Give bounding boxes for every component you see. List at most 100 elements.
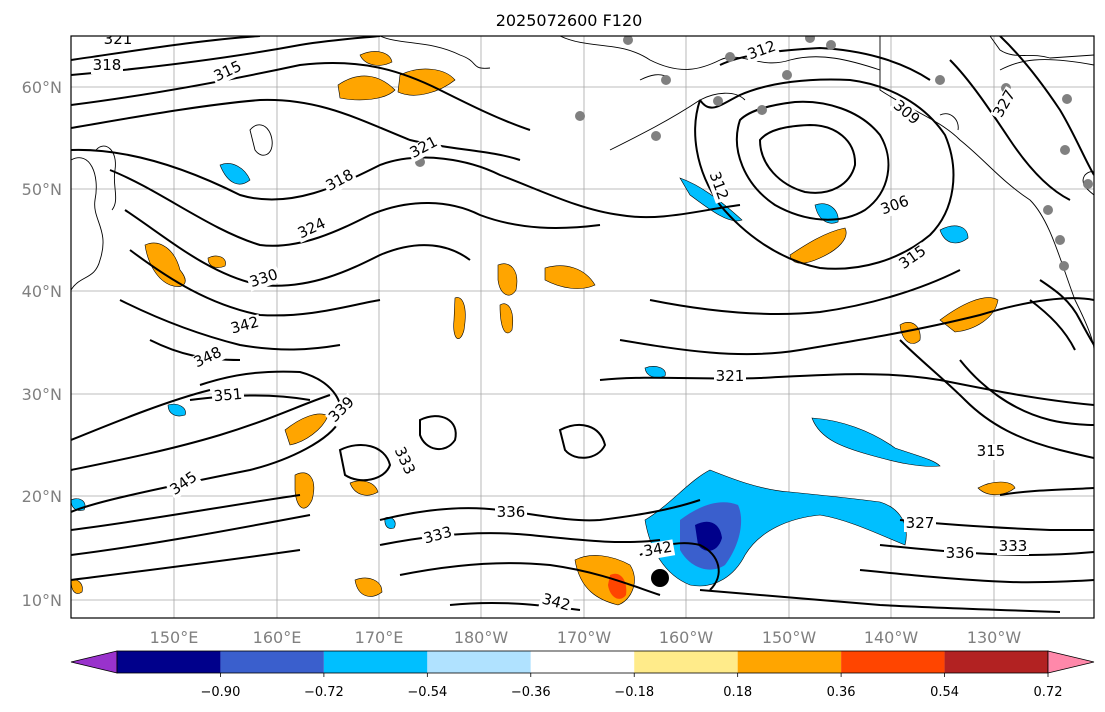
contour-label-bg bbox=[406, 133, 442, 163]
positive-anomaly-region bbox=[939, 297, 999, 333]
contour-label-bg bbox=[246, 266, 282, 292]
contour-label-bg bbox=[975, 444, 1007, 460]
contour-label-bg bbox=[640, 539, 676, 561]
lon-label: 160°W bbox=[659, 628, 714, 647]
negative-anomaly-region bbox=[219, 163, 251, 185]
station-dot bbox=[1060, 145, 1070, 155]
station-dot bbox=[1059, 261, 1069, 271]
contour-label-bg bbox=[102, 36, 134, 48]
positive-anomaly-region bbox=[359, 51, 393, 66]
station-dot bbox=[826, 40, 836, 50]
map-title: 2025072600 F120 bbox=[496, 11, 643, 30]
colorbar-segment bbox=[427, 651, 531, 673]
lon-label: 130°W bbox=[967, 628, 1022, 647]
colorbar-extend-high bbox=[1047, 650, 1095, 674]
contour-label: 336 bbox=[946, 544, 975, 562]
station-dot bbox=[651, 131, 661, 141]
positive-anomaly-region bbox=[499, 303, 513, 334]
contour-label-bg bbox=[227, 314, 263, 338]
positive-anomaly-region bbox=[977, 481, 1016, 496]
colorbar-tick-label: 0.18 bbox=[723, 685, 752, 700]
contour-label-bg bbox=[211, 386, 245, 406]
station-dot bbox=[575, 111, 585, 121]
contour-label: 321 bbox=[716, 367, 745, 385]
colorbar-extend-low bbox=[70, 650, 118, 674]
station-dot bbox=[1055, 235, 1065, 245]
station-dot bbox=[1083, 179, 1093, 189]
colorbar-tick-label: 0.54 bbox=[930, 685, 959, 700]
very-strong-negative-anomaly-region bbox=[695, 521, 722, 551]
lon-label: 150°W bbox=[762, 628, 817, 647]
contour-label-bg bbox=[325, 393, 359, 427]
positive-anomaly-region bbox=[453, 297, 466, 340]
colorbar-tick-label: −0.54 bbox=[407, 685, 447, 700]
negative-anomaly-region bbox=[939, 225, 969, 244]
station-dot bbox=[713, 96, 723, 106]
colorbar-segment bbox=[634, 651, 738, 673]
negative-anomaly-region bbox=[679, 177, 743, 222]
contour-lines bbox=[71, 36, 1094, 613]
lat-label: 60°N bbox=[22, 78, 62, 97]
contour-label: 315 bbox=[977, 442, 1006, 460]
positive-anomaly-region bbox=[354, 577, 383, 597]
colorbar: −0.90 −0.72 −0.54 −0.36 −0.18 0.18 0.36 0.54 0.7… bbox=[70, 650, 1095, 700]
lat-label: 20°N bbox=[22, 487, 62, 506]
lon-label: 150°E bbox=[150, 628, 199, 647]
lon-label: 180°W bbox=[454, 628, 509, 647]
contour-label: 321 bbox=[104, 30, 133, 48]
contour-label-bg bbox=[294, 214, 330, 244]
contour-label-bg bbox=[877, 193, 913, 219]
colorbar-segment bbox=[944, 651, 1048, 673]
colorbar-tick-label: −0.72 bbox=[304, 685, 344, 700]
positive-anomaly-region bbox=[294, 472, 315, 509]
strong-positive-anomaly-region bbox=[608, 573, 627, 599]
station-dot bbox=[725, 52, 735, 62]
station-dot bbox=[757, 105, 767, 115]
lat-label: 40°N bbox=[22, 282, 62, 301]
contour-label-bg bbox=[420, 524, 456, 548]
contour-label: 342 bbox=[642, 538, 673, 561]
colorbar-segment bbox=[530, 651, 635, 673]
contour-label-bg bbox=[538, 591, 574, 615]
station-dot bbox=[1062, 94, 1072, 104]
colorbar-segment bbox=[117, 651, 221, 673]
colorbar-segment bbox=[220, 651, 324, 673]
negative-anomaly-region bbox=[814, 203, 839, 224]
contour-label-bg bbox=[997, 539, 1029, 555]
contour-label-bg bbox=[91, 58, 123, 74]
contour-label-bg bbox=[322, 166, 358, 196]
contour-label: 327 bbox=[906, 514, 935, 532]
lat-label: 10°N bbox=[22, 591, 62, 610]
longitude-labels: 150°E 160°E 170°E 180°W 170°W 160°W 150°W 140°W… bbox=[150, 628, 1022, 647]
station-dot bbox=[1043, 205, 1053, 215]
colorbar-segment bbox=[841, 651, 945, 673]
negative-anomaly-region bbox=[811, 417, 941, 467]
colorbar-tick-label: 0.36 bbox=[827, 685, 856, 700]
lat-label: 30°N bbox=[22, 385, 62, 404]
contour-label-bg bbox=[190, 343, 226, 373]
contour-label-bg bbox=[904, 516, 936, 532]
positive-anomaly-region bbox=[207, 255, 226, 268]
positive-anomaly-region bbox=[899, 321, 921, 344]
lon-label: 160°E bbox=[253, 628, 302, 647]
positive-anomaly-region bbox=[544, 265, 596, 289]
latitude-labels: 10°N 20°N 30°N 40°N 50°N 60°N bbox=[22, 78, 62, 610]
contour-label-bg bbox=[705, 168, 731, 204]
lat-label: 50°N bbox=[22, 180, 62, 199]
station-dot bbox=[661, 75, 671, 85]
contour-label-bg bbox=[944, 546, 976, 562]
contour-label-bg bbox=[990, 86, 1020, 122]
colorbar-tick-label: −0.36 bbox=[511, 685, 551, 700]
lon-label: 170°E bbox=[355, 628, 404, 647]
colorbar-tick-label: −0.90 bbox=[201, 685, 241, 700]
lon-label: 140°W bbox=[864, 628, 919, 647]
lon-label: 170°W bbox=[557, 628, 612, 647]
positive-anomaly-region bbox=[337, 75, 396, 101]
positive-anomaly-region bbox=[397, 68, 456, 96]
contour-label-bg bbox=[166, 468, 202, 500]
station-dot bbox=[935, 75, 945, 85]
storm-center-marker bbox=[651, 569, 669, 587]
positive-anomaly-region bbox=[497, 263, 518, 296]
contour-label: 351 bbox=[213, 385, 243, 405]
